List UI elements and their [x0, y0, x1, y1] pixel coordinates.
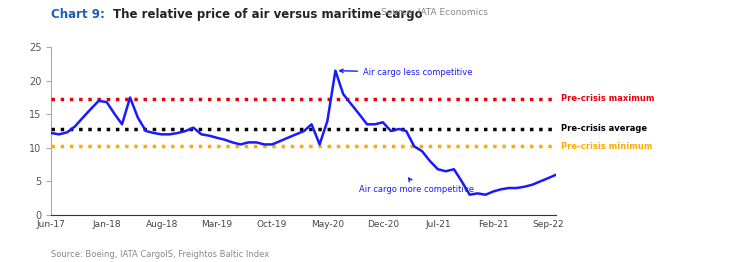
Text: Pre-crisis minimum: Pre-crisis minimum [561, 142, 653, 151]
Text: Chart 9:: Chart 9: [51, 8, 109, 21]
Text: Pre-crisis maximum: Pre-crisis maximum [561, 94, 655, 103]
Text: The relative price of air versus maritime cargo: The relative price of air versus maritim… [113, 8, 423, 21]
Text: Air cargo more competitive: Air cargo more competitive [359, 178, 474, 194]
Text: Source: Boeing, IATA CargoIS, Freightos Baltic Index: Source: Boeing, IATA CargoIS, Freightos … [51, 250, 269, 259]
Text: Air cargo less competitive: Air cargo less competitive [340, 68, 472, 77]
Text: Pre-crisis average: Pre-crisis average [561, 124, 648, 133]
Text: Source: IATA Economics: Source: IATA Economics [381, 8, 488, 17]
